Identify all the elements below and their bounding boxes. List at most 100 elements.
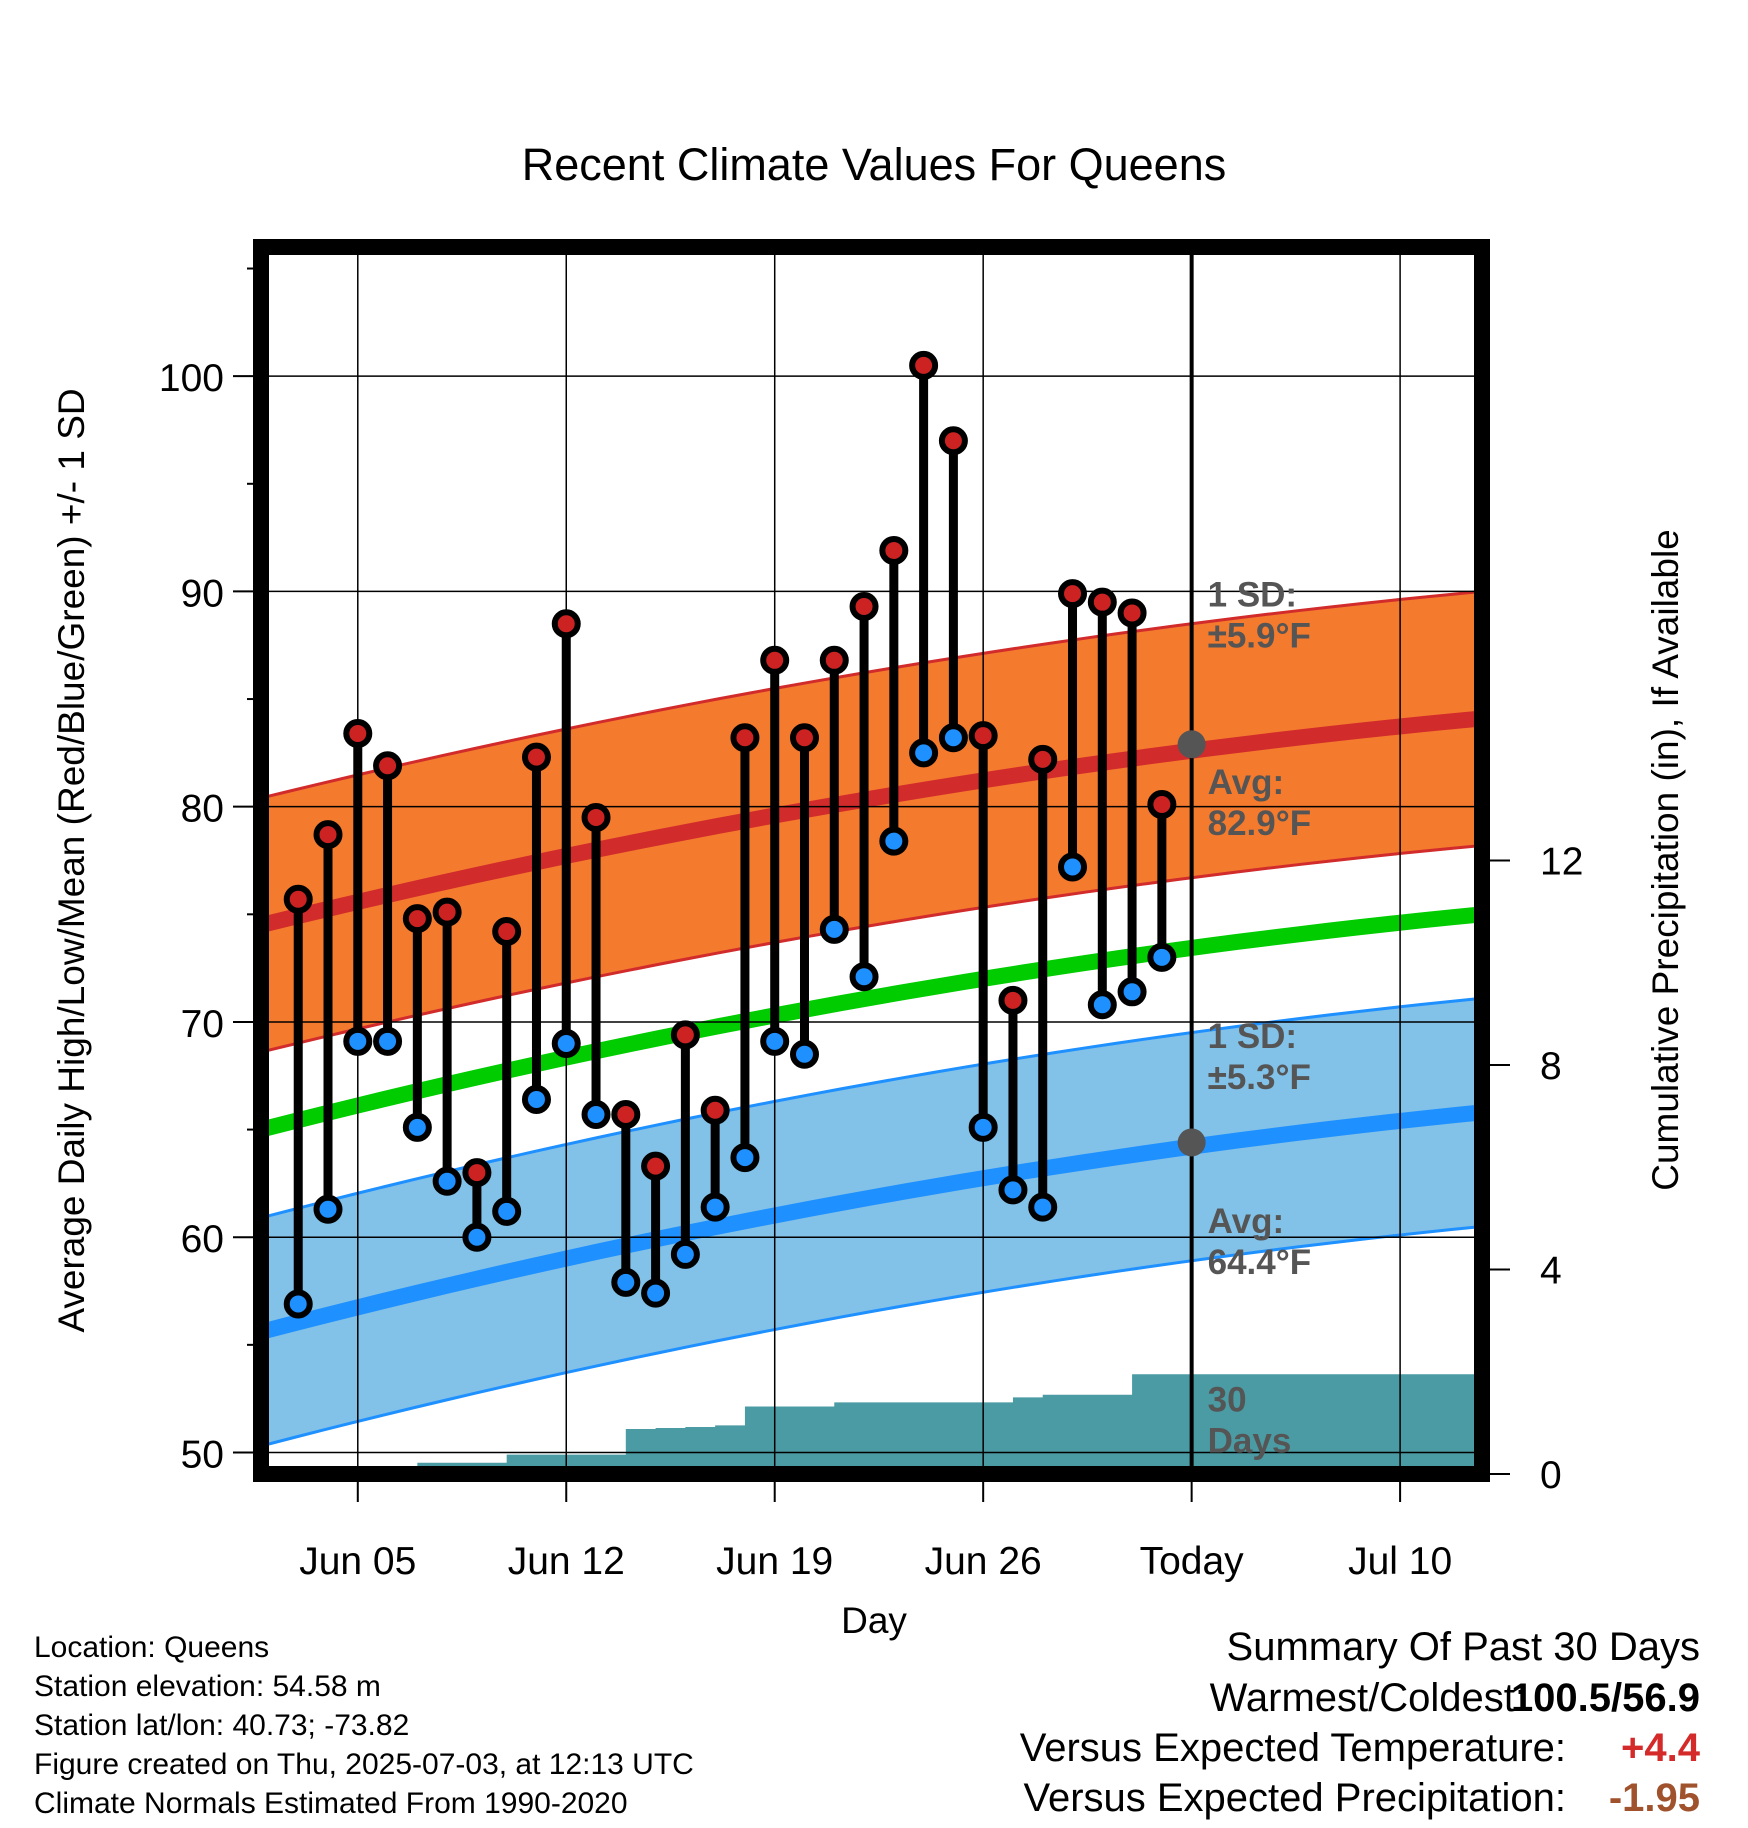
summary-precip-value: -1.95 xyxy=(1608,1776,1700,1820)
y2-tick-label: 8 xyxy=(1540,1045,1562,1088)
low-marker xyxy=(968,1112,998,1142)
low-marker xyxy=(938,723,968,753)
low-marker xyxy=(641,1278,671,1308)
low-marker xyxy=(521,1084,551,1114)
low-marker xyxy=(998,1175,1028,1205)
high-marker xyxy=(1087,587,1117,617)
x-tick-label: Jun 05 xyxy=(299,1540,416,1583)
low-marker xyxy=(343,1026,373,1056)
precip-area xyxy=(387,1374,1482,1474)
high-marker xyxy=(849,591,879,621)
high-marker xyxy=(670,1020,700,1050)
mean-normal-line xyxy=(261,906,1482,1138)
info-latlon: Station lat/lon: 40.73; -73.82 xyxy=(34,1709,410,1742)
high-marker xyxy=(1028,744,1058,774)
low-marker xyxy=(462,1222,492,1252)
high-marker xyxy=(462,1158,492,1188)
today-high-avg-dot xyxy=(1177,730,1206,759)
x-tick-label: Jun 26 xyxy=(925,1540,1042,1583)
high-marker xyxy=(789,723,819,753)
x-tick-label: Jun 19 xyxy=(716,1540,833,1583)
summary-precip-label: Versus Expected Precipitation: xyxy=(1023,1776,1566,1820)
low-marker xyxy=(789,1039,819,1069)
y-tick-label: 80 xyxy=(181,788,224,831)
high-marker xyxy=(819,645,849,675)
precip-annotation-line: 30 xyxy=(1208,1381,1247,1420)
low-normal-line xyxy=(261,1104,1482,1340)
high-marker xyxy=(343,718,373,748)
info-normals: Climate Normals Estimated From 1990-2020 xyxy=(34,1787,628,1820)
high-marker xyxy=(283,884,313,914)
high-marker xyxy=(909,350,939,380)
high-marker xyxy=(700,1095,730,1125)
high-marker xyxy=(760,645,790,675)
low-marker xyxy=(551,1028,581,1058)
low-marker xyxy=(1087,990,1117,1020)
low-avg-annotation-line: 64.4°F xyxy=(1208,1243,1312,1282)
high-marker xyxy=(432,897,462,927)
summary-warm-cold-label: Warmest/Coldest: xyxy=(1209,1676,1526,1720)
high-marker xyxy=(581,802,611,832)
low-sd-lower-edge xyxy=(261,1224,1482,1448)
low-marker xyxy=(492,1196,522,1226)
low-marker xyxy=(432,1166,462,1196)
today-low-avg-dot xyxy=(1177,1128,1206,1157)
high-normal-line xyxy=(261,710,1482,933)
high-marker xyxy=(641,1151,671,1181)
y2-axis-title: Cumulative Precipitation (in), If Availa… xyxy=(1645,529,1686,1191)
high-marker xyxy=(968,721,998,751)
summary-temp-value: +4.4 xyxy=(1621,1726,1700,1770)
y2-tick-label: 4 xyxy=(1540,1250,1562,1293)
high-sd-annotation-line: ±5.9°F xyxy=(1208,616,1311,655)
info-location: Location: Queens xyxy=(34,1631,270,1664)
low-marker xyxy=(313,1194,343,1224)
high-marker xyxy=(551,609,581,639)
y-tick-label: 90 xyxy=(181,572,224,615)
info-created: Figure created on Thu, 2025-07-03, at 12… xyxy=(34,1748,694,1781)
high-marker xyxy=(998,985,1028,1015)
low-marker xyxy=(1117,977,1147,1007)
low-marker xyxy=(283,1289,313,1319)
high-marker xyxy=(373,751,403,781)
low-marker xyxy=(373,1026,403,1056)
info-elevation: Station elevation: 54.58 m xyxy=(34,1670,381,1703)
y-tick-label: 60 xyxy=(181,1218,224,1261)
low-marker xyxy=(1147,942,1177,972)
y-axis-title: Average Daily High/Low/Mean (Red/Blue/Gr… xyxy=(51,388,92,1332)
x-tick-label: Jul 10 xyxy=(1348,1540,1452,1583)
y-tick-label: 70 xyxy=(181,1003,224,1046)
summary-title: Summary Of Past 30 Days xyxy=(1226,1625,1700,1669)
low-marker xyxy=(1058,852,1088,882)
summary-warm-cold-value: 100.5/56.9 xyxy=(1510,1676,1700,1720)
high-sd-upper-edge xyxy=(261,589,1482,800)
low-marker xyxy=(670,1239,700,1269)
high-marker xyxy=(938,426,968,456)
low-marker xyxy=(402,1112,432,1142)
precip-annotation-line: Days xyxy=(1208,1422,1292,1461)
high-marker xyxy=(1147,790,1177,820)
x-axis-title: Day xyxy=(841,1600,907,1641)
summary-temp-label: Versus Expected Temperature: xyxy=(1019,1726,1566,1770)
y2-tick-label: 0 xyxy=(1540,1454,1562,1497)
high-marker xyxy=(730,723,760,753)
y2-tick-label: 12 xyxy=(1540,841,1583,884)
high-sd-annotation-line: 1 SD: xyxy=(1208,575,1297,614)
low-avg-annotation-line: Avg: xyxy=(1208,1202,1284,1241)
high-marker xyxy=(611,1100,641,1130)
high-marker xyxy=(313,820,343,850)
high-marker xyxy=(521,742,551,772)
low-marker xyxy=(819,914,849,944)
low-sd-annotation-line: 1 SD: xyxy=(1208,1017,1297,1056)
low-marker xyxy=(730,1143,760,1173)
low-marker xyxy=(909,738,939,768)
chart-title: Recent Climate Values For Queens xyxy=(522,139,1227,190)
low-marker xyxy=(760,1026,790,1056)
low-marker xyxy=(879,826,909,856)
y-tick-label: 50 xyxy=(181,1433,224,1476)
high-marker xyxy=(879,536,909,566)
high-marker xyxy=(492,917,522,947)
high-marker xyxy=(402,904,432,934)
x-tick-label: Today xyxy=(1140,1540,1245,1583)
